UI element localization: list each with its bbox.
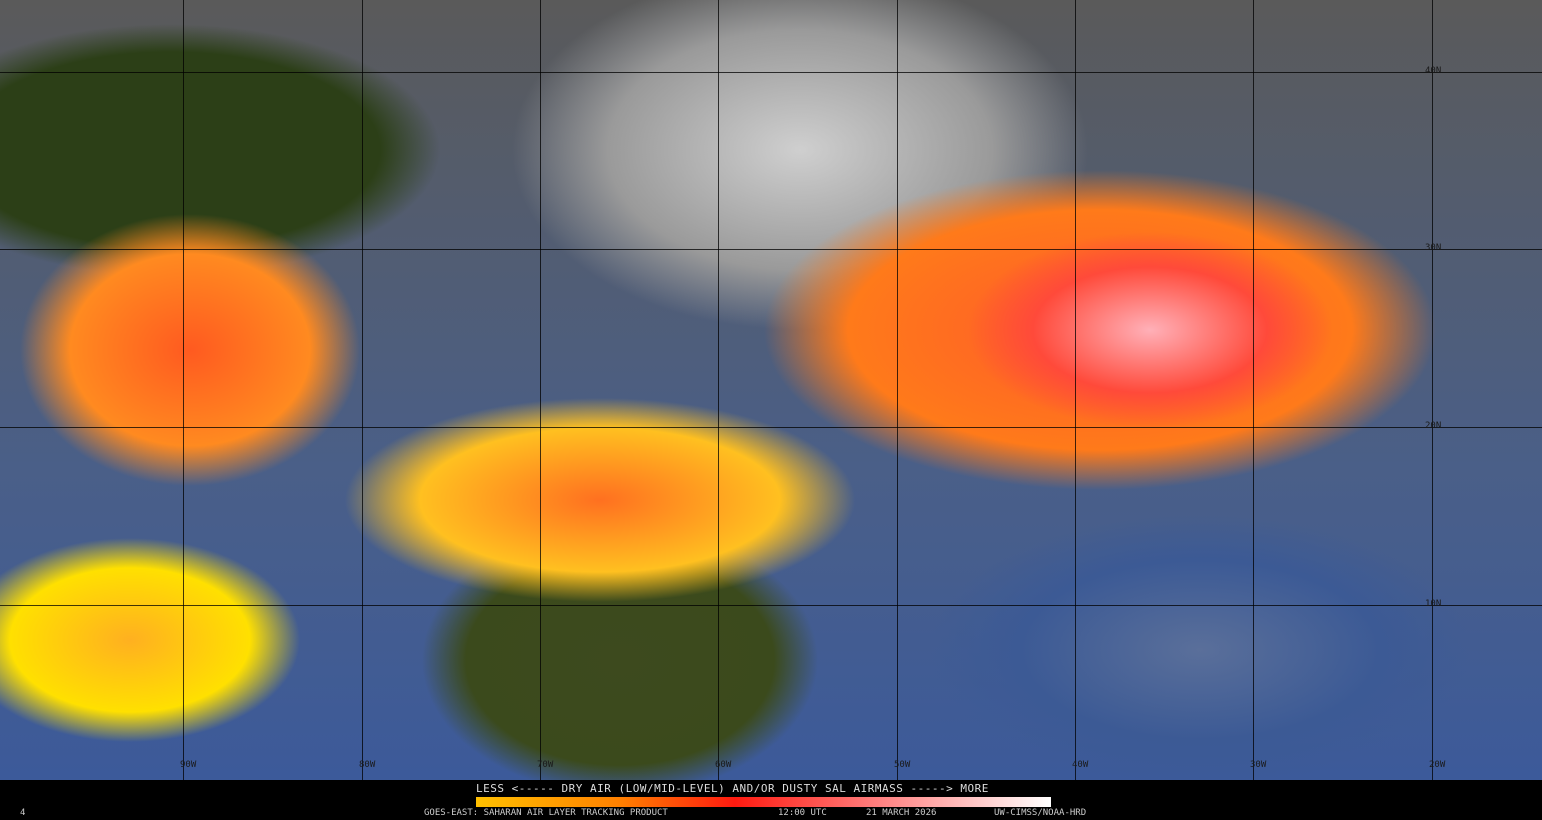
longitude-label: 70W [537, 760, 554, 770]
longitude-label: 30W [1250, 760, 1267, 770]
legend-title: LESS <----- DRY AIR (LOW/MID-LEVEL) AND/… [476, 782, 989, 795]
grid-line [1075, 0, 1076, 780]
longitude-label: 20W [1429, 760, 1446, 770]
latitude-label: 30N [1425, 243, 1442, 253]
longitude-label: 60W [715, 760, 732, 770]
grid-line [183, 0, 184, 780]
grid-line [0, 72, 1542, 73]
grid-line [718, 0, 719, 780]
grid-line [897, 0, 898, 780]
grid-line [0, 249, 1542, 250]
latitude-label: 40N [1425, 66, 1442, 76]
grid-line [362, 0, 363, 780]
longitude-label: 40W [1072, 760, 1089, 770]
satellite-map: 90W 80W 70W 60W 50W 40W 30W 20W 40N 30N … [0, 0, 1542, 780]
longitude-label: 50W [894, 760, 911, 770]
grid-line [1253, 0, 1254, 780]
grid-line [0, 427, 1542, 428]
grid-line [0, 605, 1542, 606]
grid-line [1432, 0, 1433, 780]
grid-line [540, 0, 541, 780]
latitude-label: 10N [1425, 599, 1442, 609]
frame-number: 4 [20, 808, 26, 818]
credit: UW-CIMSS/NOAA-HRD [994, 808, 1087, 818]
color-scale-bar [476, 797, 1051, 807]
footer: 4 GOES-EAST: SAHARAN AIR LAYER TRACKING … [0, 808, 1542, 820]
latitude-label: 20N [1425, 421, 1442, 431]
longitude-label: 80W [359, 760, 376, 770]
time: 12:00 UTC [778, 808, 827, 818]
date: 21 MARCH 2026 [866, 808, 937, 818]
product-name: GOES-EAST: SAHARAN AIR LAYER TRACKING PR… [424, 808, 668, 818]
longitude-label: 90W [180, 760, 197, 770]
